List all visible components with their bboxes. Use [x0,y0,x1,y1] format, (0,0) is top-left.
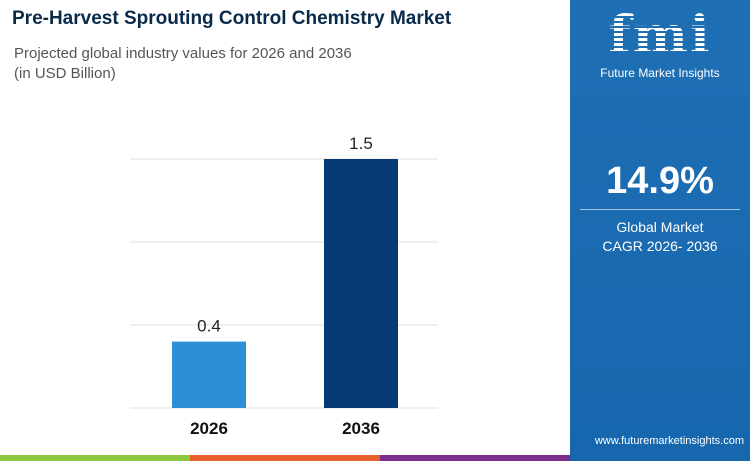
subtitle-text: Projected global industry values for 202… [14,45,352,62]
x-tick-label: 2036 [342,419,380,438]
unit-text: (in USD Billion) [14,65,116,82]
cagr-value: 14.9% [606,160,714,202]
data-label: 1.5 [349,134,373,153]
cagr-label: Global Market CAGR 2026- 2036 [570,218,750,256]
stats-panel: fmi Future Market Insights 14.9% Global … [570,0,750,461]
footer-strip-purple [380,455,570,461]
footer-strip-green [0,455,190,461]
chart-title: Pre-Harvest Sprouting Control Chemistry … [12,8,452,29]
bar-chart: 0.4 2026 1.5 2036 [130,134,438,438]
fmi-logo: fmi Future Market Insights [570,8,750,81]
bar-2036 [324,159,398,408]
footer-strip-orange [190,455,380,461]
x-tick-label: 2026 [190,419,228,438]
bar-2026 [172,341,246,408]
cagr-label-line1: Global Market [616,219,704,235]
website-link[interactable]: www.futuremarketinsights.com [594,435,744,447]
logo-mark: fmi [570,8,750,64]
data-label: 0.4 [197,317,221,336]
cagr-label-line2: CAGR 2026- 2036 [602,238,718,254]
divider [580,209,740,210]
brand-name: Future Market Insights [600,66,720,80]
chart-subtitle: Projected global industry values for 202… [14,44,352,84]
